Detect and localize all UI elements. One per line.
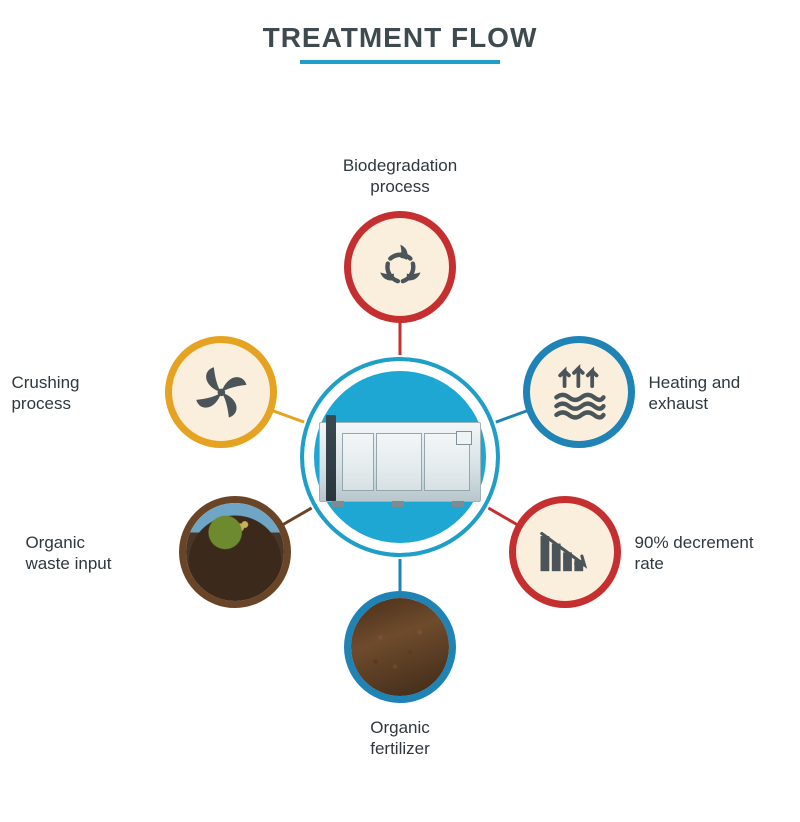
node-crush <box>165 336 277 448</box>
fan-blades-icon <box>190 361 253 424</box>
node-fertilizer <box>344 591 456 703</box>
node-decrement <box>509 496 621 608</box>
machine-icon <box>315 412 485 502</box>
diagram-stage: Biodegradationprocess Heating andexhaust… <box>0 102 800 822</box>
decreasing-bars-icon <box>533 521 596 584</box>
page-title: TREATMENT FLOW <box>0 22 800 54</box>
title-underline <box>300 60 500 64</box>
heat-arrows-icon <box>547 361 610 424</box>
node-label-waste: Organicwaste input <box>25 532 165 575</box>
node-heat <box>523 336 635 448</box>
node-label-fertilizer: Organicfertilizer <box>320 717 480 760</box>
node-waste <box>179 496 291 608</box>
node-label-decrement: 90% decrementrate <box>635 532 754 575</box>
node-label-crush: Crushingprocess <box>11 372 151 415</box>
node-label-heat: Heating andexhaust <box>649 372 741 415</box>
recycle-leaves-icon <box>369 236 432 299</box>
center-circle <box>300 357 500 557</box>
node-bio <box>344 211 456 323</box>
node-label-bio: Biodegradationprocess <box>320 155 480 198</box>
